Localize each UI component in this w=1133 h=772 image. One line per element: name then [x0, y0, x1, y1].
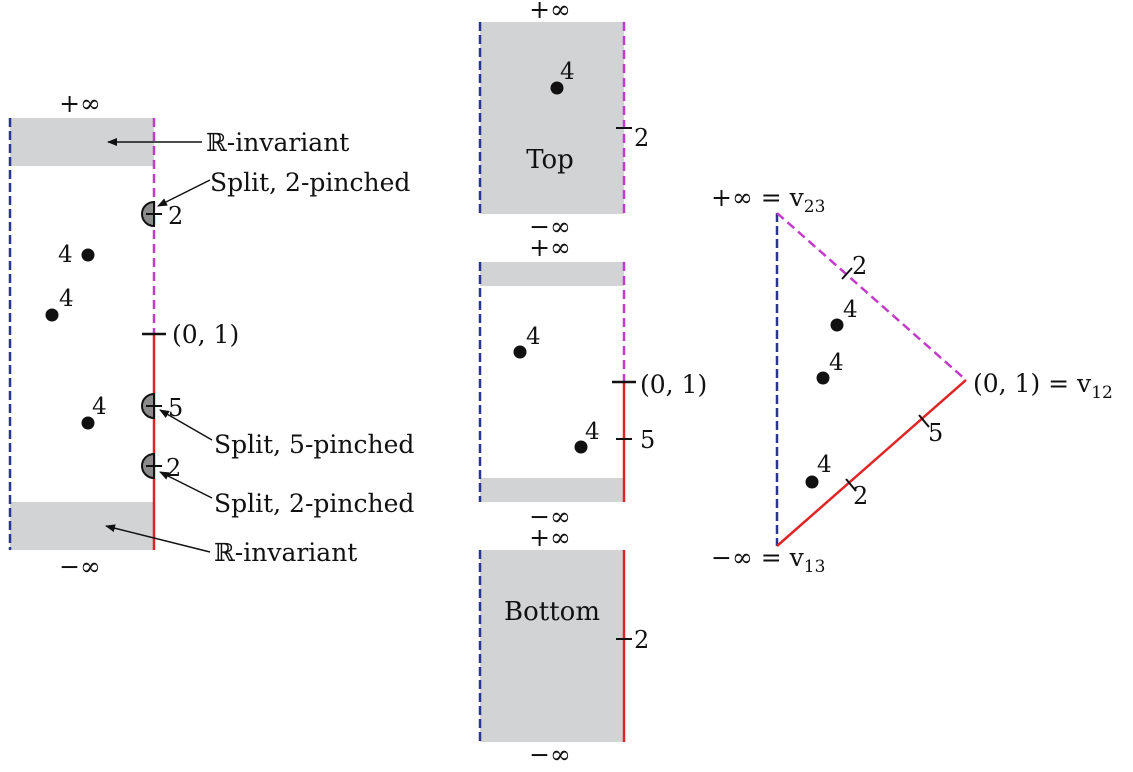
- middle-panel-shaded-bottom: [480, 478, 624, 502]
- triangle-point-1: [830, 318, 844, 332]
- left-split-bot-label: Split, 2-pinched: [214, 489, 414, 518]
- left-point-3: [81, 416, 95, 430]
- middle-panel: (0, 1) 5 +∞ −∞ 4 4: [478, 233, 707, 531]
- left-point-3-label: 4: [92, 394, 107, 420]
- left-split-top-label: Split, 2-pinched: [210, 168, 410, 197]
- bottom-panel: 2 +∞ −∞ Bottom: [478, 523, 649, 769]
- triangle-bottom-vertex-label: −∞ = v13: [711, 543, 825, 577]
- triangle-magenta-edge: [776, 212, 967, 381]
- left-shaded-bottom: [10, 502, 154, 550]
- left-arrow-r-invariant-bot: [105, 524, 211, 553]
- top-panel-shaded: [480, 22, 624, 214]
- left-minus-infinity: −∞: [59, 552, 101, 581]
- middle-panel-point-1-label: 4: [526, 324, 541, 350]
- triangle-red-edge: [776, 379, 967, 547]
- left-corner-label: (0, 1): [172, 320, 239, 349]
- triangle-top-vertex-label: +∞ = v23: [711, 183, 825, 217]
- left-arrow-split-top: [157, 179, 211, 207]
- top-panel-point-label: 4: [560, 59, 575, 85]
- left-diagram: +∞ −∞ 2 5 2 (0, 1) 4 4 4 ℝ-invariant Spl…: [8, 89, 414, 581]
- bottom-panel-shaded: [480, 550, 624, 742]
- middle-panel-point-1: [513, 345, 527, 359]
- left-point-2-label: 4: [59, 286, 74, 312]
- left-split-mid-label: Split, 5-pinched: [214, 430, 414, 459]
- bottom-panel-minus-infinity: −∞: [529, 740, 571, 767]
- triangle-tick-top-label: 2: [852, 252, 867, 280]
- left-plus-infinity: +∞: [59, 89, 101, 118]
- triangle-right-vertex-label: (0, 1) = v12: [973, 369, 1113, 403]
- left-pinch-mid-label: 5: [168, 394, 183, 422]
- left-point-2: [45, 308, 59, 322]
- middle-panel-tick-label: 5: [640, 426, 655, 454]
- triangle-tick-mid-label: 5: [928, 419, 943, 447]
- left-point-1-label: 4: [58, 242, 73, 268]
- middle-panel-point-2-label: 4: [585, 419, 600, 445]
- middle-panel-corner-label: (0, 1): [640, 370, 707, 399]
- top-panel-tick-label: 2: [634, 124, 649, 152]
- left-arrow-split-mid: [159, 409, 213, 441]
- bottom-panel-tick-label: 2: [634, 626, 649, 654]
- left-arrow-split-bot: [159, 471, 213, 499]
- bottom-panel-plus-infinity: +∞: [529, 523, 571, 552]
- triangle-point-1-label: 4: [843, 297, 858, 323]
- triangle-diagram: 2 5 2 4 4 4 +∞ = v23 (0, 1) = v12 −∞ = v…: [711, 183, 1113, 577]
- left-pinch-top-label: 2: [168, 202, 183, 230]
- triangle-point-3: [805, 475, 819, 489]
- left-pinch-bot-label: 2: [166, 454, 181, 482]
- triangle-tick-bot-label: 2: [853, 482, 868, 510]
- triangle-tick-bot: [845, 478, 857, 492]
- left-point-1: [81, 248, 95, 262]
- top-panel-point: [550, 81, 564, 95]
- triangle-tick-top: [841, 267, 853, 280]
- middle-panel-point-2: [574, 440, 588, 454]
- top-panel-minus-infinity: −∞: [529, 212, 571, 241]
- top-panel-plus-infinity: +∞: [529, 0, 571, 24]
- top-panel: 2 +∞ −∞ Top 4: [478, 0, 649, 241]
- triangle-point-2: [816, 371, 830, 385]
- triangle-tick-mid: [918, 414, 930, 428]
- triangle-point-2-label: 4: [829, 350, 844, 376]
- left-r-invariant-bot-label: ℝ-invariant: [214, 538, 357, 567]
- left-r-invariant-top-label: ℝ-invariant: [206, 128, 349, 157]
- middle-panel-plus-infinity: +∞: [529, 233, 571, 262]
- triangle-point-3-label: 4: [817, 452, 832, 478]
- top-panel-title: Top: [526, 145, 574, 175]
- bottom-panel-title: Bottom: [504, 597, 600, 627]
- middle-panel-shaded-top: [480, 262, 624, 286]
- middle-panel-minus-infinity: −∞: [529, 502, 571, 531]
